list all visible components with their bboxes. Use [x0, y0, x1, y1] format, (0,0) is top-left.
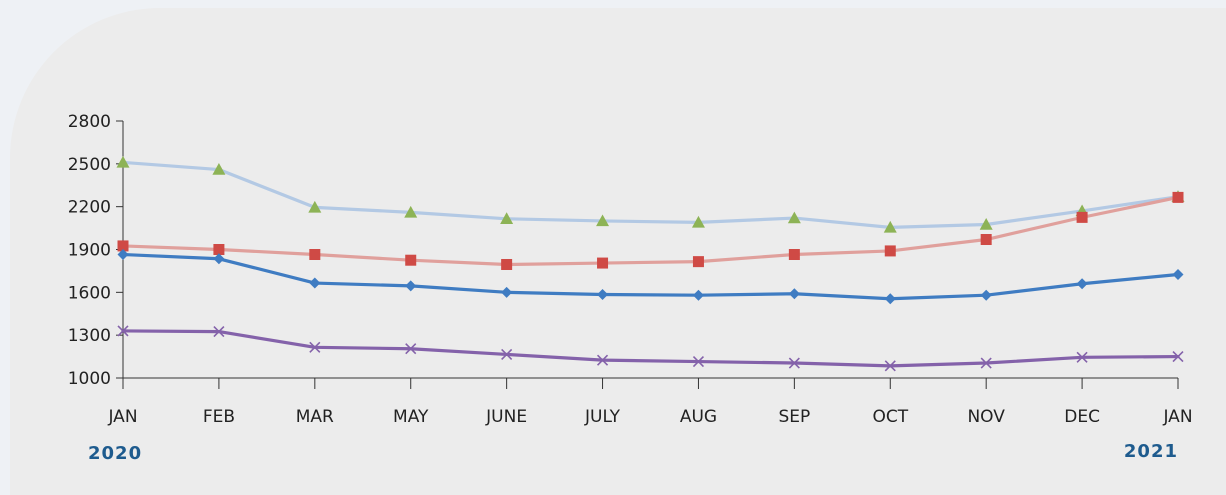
series-3-point [213, 326, 225, 338]
year-label-end: 2021 [1124, 441, 1178, 462]
y-tick-label: 2200 [68, 198, 111, 218]
series-2-point [884, 293, 896, 305]
series-0-point [308, 200, 322, 213]
x-tick-label: MAY [393, 407, 429, 427]
series-2-point [501, 286, 513, 298]
y-tick-label: 1900 [68, 241, 111, 261]
series-3-point [980, 357, 992, 369]
series-2-point [788, 288, 800, 300]
series-0-point [116, 155, 130, 168]
series-1-point [980, 234, 992, 246]
chart-panel: 1000 1300 1600 1900 2200 2500 2800 JAN FEB MAR MAY… [10, 8, 1226, 495]
series-2-point [117, 248, 129, 260]
series-1-point [309, 248, 321, 260]
y-tick-label: 1300 [68, 326, 111, 346]
axes: 1000 1300 1600 1900 2200 2500 2800 JAN FEB MAR MAY… [68, 112, 1193, 427]
x-tick-label: SEP [778, 407, 810, 427]
y-tick-label: 1000 [68, 369, 111, 389]
series-0-point [787, 211, 801, 224]
series-3-point [692, 356, 705, 368]
x-tick-label: OCT [872, 407, 908, 427]
x-tick-label: DEC [1064, 407, 1100, 427]
series-2-point [980, 289, 992, 301]
series-1-point [788, 248, 800, 260]
series-2-point [1172, 268, 1184, 280]
x-tick-label: JULY [584, 407, 621, 427]
y-tick-label: 2800 [68, 112, 111, 132]
series-0-point [500, 212, 514, 225]
series-2-point [1076, 278, 1088, 290]
x-tick-label: JAN [107, 407, 137, 427]
series-0-point [979, 218, 993, 230]
series-3-point [884, 360, 896, 372]
series-0-point [212, 163, 226, 175]
series-1-point [117, 240, 129, 252]
y-tick-label: 1600 [68, 283, 111, 303]
series-1-point [405, 254, 417, 266]
series-1-point [692, 256, 704, 268]
x-tick-label: MAR [296, 407, 334, 427]
series-2 [117, 248, 1184, 305]
series-1 [117, 191, 1184, 270]
series-0-point [404, 205, 418, 218]
x-tick-label: JAN [1162, 407, 1192, 427]
series-1-line [121, 195, 1180, 267]
series-0-line [121, 160, 1180, 229]
series-3-point [117, 325, 129, 337]
series-3-line [121, 329, 1180, 368]
series-1-point [501, 258, 513, 270]
series-3-point [1076, 351, 1088, 363]
series-3-point [596, 354, 609, 366]
series-1-point [213, 244, 225, 255]
series-2-point [405, 280, 417, 292]
y-tick-label: 2500 [68, 155, 111, 175]
series-1-point [597, 257, 609, 269]
series-2-point [213, 253, 225, 265]
year-label-start: 2020 [88, 443, 142, 464]
x-tick-label: AUG [680, 407, 717, 427]
series-3-point [501, 348, 513, 361]
series-layer [116, 155, 1185, 372]
series-2-point [597, 288, 609, 300]
series-0-point [883, 220, 897, 233]
x-tick-label: JUNE [485, 407, 527, 427]
series-1-point [1172, 191, 1184, 203]
x-tick-label: FEB [203, 407, 235, 427]
series-1-point [1076, 211, 1088, 223]
series-3 [117, 325, 1184, 372]
series-0-point [691, 215, 705, 228]
series-2-line [121, 252, 1180, 301]
series-3-point [309, 341, 321, 353]
series-2-point [692, 289, 704, 301]
series-3-point [788, 357, 800, 369]
line-chart: 1000 1300 1600 1900 2200 2500 2800 JAN FEB MAR MAY… [68, 112, 1193, 464]
x-tick-label: NOV [967, 407, 1005, 427]
series-3-point [405, 343, 417, 355]
series-0 [116, 155, 1185, 233]
series-0-point [596, 214, 610, 227]
series-1-point [884, 245, 896, 257]
series-3-point [1172, 351, 1184, 363]
series-2-point [309, 277, 321, 289]
